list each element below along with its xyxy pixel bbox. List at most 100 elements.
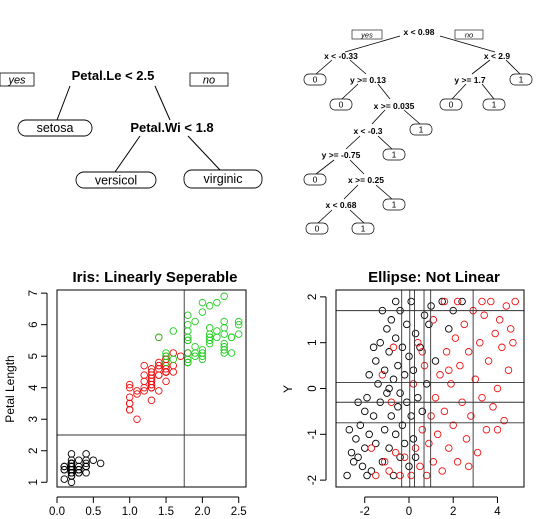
tree2-leaf-box (329, 98, 353, 111)
x-tick-label: 0.0 (49, 506, 65, 518)
data-point (343, 471, 351, 480)
data-point (361, 444, 369, 452)
tree-edge (349, 59, 367, 75)
data-point (367, 467, 376, 475)
data-point (184, 349, 192, 357)
data-point (234, 320, 243, 329)
data-point (504, 366, 513, 374)
data-point (409, 366, 418, 374)
data-point (398, 421, 407, 429)
data-point (400, 453, 409, 461)
data-point (356, 421, 365, 429)
data-point (420, 311, 429, 319)
data-point (467, 412, 475, 420)
tree2-leaf-label: 1 (519, 75, 524, 85)
data-point (162, 377, 170, 386)
data-point (140, 387, 148, 395)
data-point (198, 308, 207, 316)
tree2-leaf-label: 0 (315, 224, 320, 234)
data-point (409, 380, 418, 388)
data-point (96, 459, 105, 468)
tree2-leaf-box (439, 98, 463, 111)
tree-edge (343, 184, 359, 200)
tree-edge (481, 83, 495, 100)
data-point (411, 444, 420, 452)
plot-frame (56, 289, 247, 488)
data-point (495, 316, 504, 324)
data-point (411, 329, 420, 338)
data-point (363, 471, 371, 480)
y-axis-label: Petal Length (3, 355, 17, 422)
tree2-leaf-box (303, 73, 327, 86)
ellipse-scatter-plot: -2 0 2 4 -2 -1 0 1 2 (307, 289, 525, 518)
split-label: x < -0.3 (353, 126, 382, 136)
data-point (502, 302, 511, 310)
data-point (133, 387, 141, 395)
chart-title: Iris: Linearly Seperable (72, 269, 237, 286)
data-point (493, 384, 502, 393)
data-point (155, 361, 163, 370)
y-tick-label: 6 (28, 321, 40, 327)
data-point (431, 357, 440, 365)
data-point (184, 311, 192, 319)
data-point (220, 292, 228, 301)
data-point (155, 333, 163, 342)
iris-scatter-plot: 0.0 0.5 1.0 1.5 2.0 2.5 1 2 3 4 5 6 7 (28, 289, 247, 518)
data-point (407, 297, 415, 306)
tree-edge (154, 85, 171, 121)
data-point (445, 366, 453, 374)
data-point (440, 407, 449, 416)
data-point (440, 297, 449, 306)
tree2-leaf-label: 1 (392, 200, 397, 210)
data-point (385, 384, 393, 393)
data-point (453, 297, 462, 306)
data-point (433, 430, 442, 439)
data-point (82, 459, 90, 468)
tree-edge (187, 135, 221, 171)
data-point (358, 462, 367, 471)
data-point (482, 425, 491, 434)
data-point (464, 462, 473, 471)
data-point (89, 456, 98, 464)
data-point (191, 349, 199, 357)
data-point (140, 377, 148, 386)
data-point (82, 469, 90, 477)
data-point (369, 343, 378, 352)
tree-edge (471, 59, 491, 75)
tree-edge (317, 209, 333, 224)
data-point (213, 298, 221, 307)
leaf-virginic-box (183, 169, 263, 189)
data-point (464, 348, 473, 356)
data-point (418, 425, 427, 434)
data-point (493, 425, 502, 434)
data-point (352, 435, 360, 443)
data-point (385, 348, 393, 356)
data-point (462, 435, 471, 443)
data-point (400, 371, 409, 379)
data-point (374, 380, 382, 388)
y-tick-label: 1 (28, 479, 40, 485)
yes-box (351, 29, 383, 40)
data-point (378, 458, 387, 466)
data-point (220, 339, 228, 348)
data-point (155, 387, 163, 395)
y-tick-label: 5 (28, 353, 40, 359)
data-point (480, 311, 488, 319)
y-tick-label: -1 (307, 429, 319, 439)
data-point (220, 349, 228, 357)
tree-edge (451, 83, 467, 100)
data-point (405, 462, 413, 471)
split-label: y >= -0.75 (322, 150, 361, 160)
x-tick-label: -2 (360, 506, 370, 518)
data-point (436, 371, 444, 379)
y-tick-label: 0 (307, 385, 319, 391)
tree2-leaf-box (509, 73, 533, 86)
leaf-versicol-label: versicol (95, 174, 137, 188)
no-label: no (465, 31, 473, 40)
data-point (458, 297, 466, 306)
tree2-leaf-label: 0 (339, 100, 344, 110)
data-point (82, 450, 90, 458)
data-point (191, 342, 199, 351)
data-point (422, 380, 431, 388)
data-point (155, 371, 163, 379)
